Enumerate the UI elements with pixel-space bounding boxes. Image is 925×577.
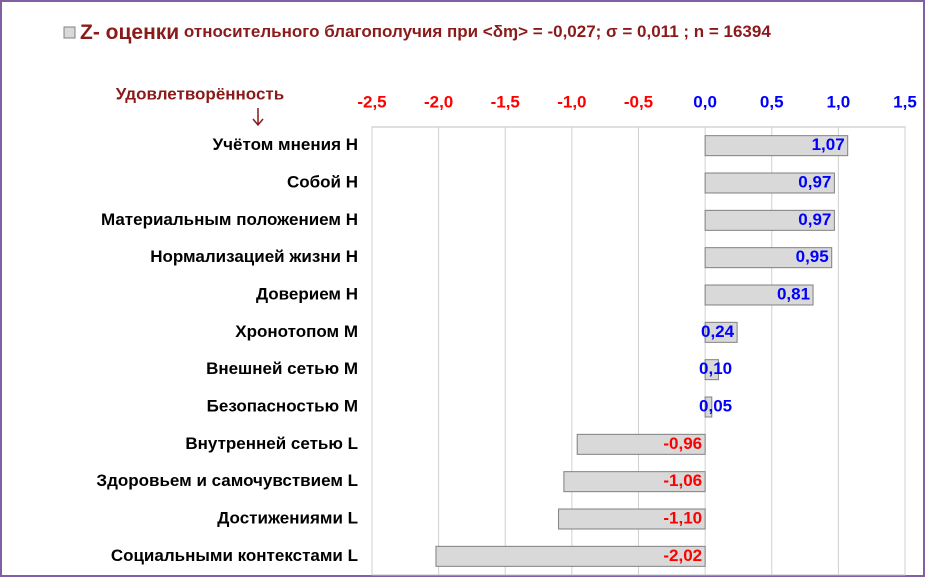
bar: [704, 247, 833, 269]
y-tick-label: Достижениями L: [217, 508, 358, 527]
bar: [704, 321, 738, 343]
legend-entry: Z- оценки: [80, 21, 179, 44]
bar: [704, 396, 713, 418]
y-tick-label: Материальным положением H: [101, 210, 358, 229]
data-label: 0,24: [701, 322, 735, 341]
x-tick-label: 0,0: [693, 92, 717, 111]
y-tick-label: Социальными контекстами L: [111, 546, 358, 565]
x-tick-label: -1,5: [491, 92, 520, 111]
bar: [558, 508, 706, 530]
chart-title: Z- оценки относительного благополучия пр…: [80, 21, 771, 44]
data-label: 0,97: [798, 172, 831, 191]
bar: [563, 471, 706, 493]
legend-swatch: [63, 26, 76, 39]
y-axis-label: Удовлетворённость: [116, 84, 284, 103]
bar: [704, 359, 719, 381]
data-label: 0,05: [699, 396, 732, 415]
bar: [435, 545, 706, 567]
y-tick-label: Учётом мнения H: [213, 135, 358, 154]
arrow: [252, 108, 264, 127]
data-label: -2,02: [663, 546, 702, 565]
y-tick-label: Внутренней сетью L: [185, 434, 358, 453]
x-tick-label: -2,5: [357, 92, 386, 111]
data-label: 1,07: [812, 135, 845, 154]
bar: [704, 284, 814, 306]
data-label: 0,81: [777, 284, 810, 303]
x-tick-label: -2,0: [424, 92, 453, 111]
data-label: -0,96: [663, 434, 702, 453]
x-tick-label: 1,5: [893, 92, 917, 111]
data-label: 0,10: [699, 359, 732, 378]
y-tick-label: Безопасностью M: [207, 396, 358, 415]
title-text: относительного благополучия при <δɱ> = -…: [184, 22, 771, 41]
bar: [576, 433, 706, 455]
data-label: 0,97: [798, 210, 831, 229]
bar: [704, 209, 835, 231]
data-label: -1,06: [663, 471, 702, 490]
x-tick-label: 0,5: [760, 92, 784, 111]
x-tick-label: -1,0: [557, 92, 586, 111]
y-tick-label: Собой H: [287, 172, 358, 191]
x-tick-label: 1,0: [827, 92, 851, 111]
y-tick-label: Нормализацией жизни H: [150, 247, 358, 266]
bar: [704, 135, 849, 157]
data-label: -1,10: [663, 508, 702, 527]
y-tick-label: Доверием H: [256, 284, 358, 303]
x-tick-label: -0,5: [624, 92, 653, 111]
y-tick-label: Внешней сетью M: [206, 359, 358, 378]
data-label: 0,95: [796, 247, 829, 266]
bar: [704, 172, 835, 194]
y-tick-label: Здоровьем и самочувствием L: [96, 471, 358, 490]
y-tick-label: Хронотопом M: [235, 322, 358, 341]
